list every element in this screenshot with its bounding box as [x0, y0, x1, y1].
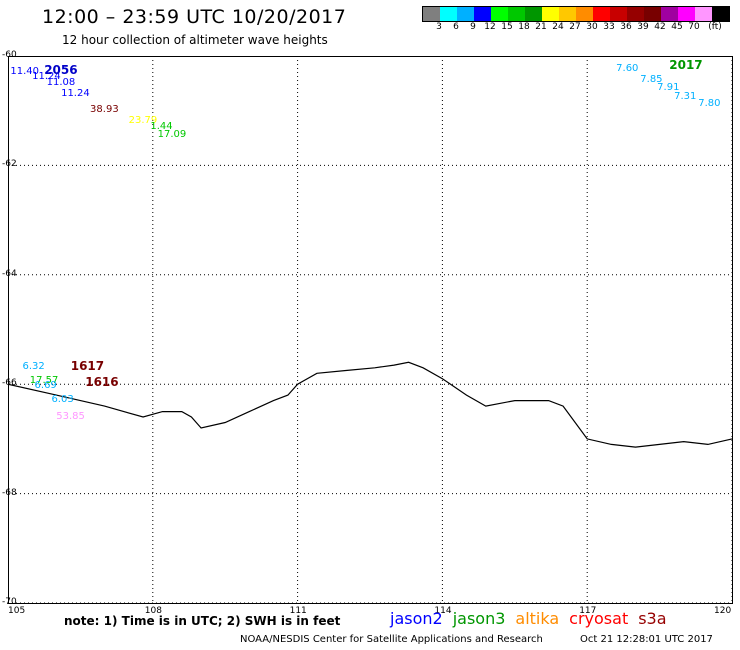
colorbar-swatch — [423, 7, 440, 21]
wave-height-label: 7.85 — [640, 74, 663, 86]
lon-tick-label: 114 — [434, 606, 452, 616]
lon-tick-label: 108 — [144, 606, 162, 616]
colorbar-swatch — [661, 7, 678, 21]
antarctic-coastline — [8, 361, 733, 448]
map-frame — [8, 56, 733, 604]
wave-height-label: 11.24 — [61, 87, 90, 99]
wave-height-label: 11.08 — [46, 76, 76, 88]
colorbar-swatch — [695, 7, 712, 21]
wave-height-label: 11.40 — [10, 65, 40, 77]
colorbar-swatch — [542, 7, 559, 21]
colorbar-swatch — [525, 7, 542, 21]
wave-height-label: 23.79 — [128, 115, 158, 127]
colorbar-tick-label: 3 — [436, 22, 442, 32]
colorbar-swatch — [593, 7, 610, 21]
lon-tick-label: 105 — [8, 606, 26, 616]
colorbar-swatch — [678, 7, 695, 21]
wave-height-colorbar — [422, 6, 730, 22]
colorbar-swatch — [610, 7, 627, 21]
colorbar-swatch — [457, 7, 474, 21]
colorbar-tick-label: 45 — [671, 22, 683, 32]
wave-height-label: 7.60 — [616, 63, 639, 75]
pass-time-label: 1617 — [70, 358, 105, 373]
colorbar-swatch — [644, 7, 661, 21]
pass-time-label: 2017 — [669, 57, 703, 72]
legend-jason3: jason3 — [452, 609, 506, 628]
colorbar-tick-label: 70 — [688, 22, 700, 32]
colorbar-swatch — [712, 7, 729, 21]
colorbar-swatch — [491, 7, 508, 21]
map-title: 12:00 – 23:59 UTC 10/20/2017 — [42, 6, 347, 28]
lat-tick-label: -68 — [2, 487, 17, 498]
colorbar-tick-label: 9 — [470, 22, 476, 32]
lat-tick-label: -60 — [2, 50, 17, 60]
wave-height-label: 38.93 — [90, 104, 119, 116]
wave-height-label: 1.44 — [150, 120, 173, 132]
colorbar-swatch — [474, 7, 491, 21]
legend-jason2: jason2 — [390, 609, 443, 628]
satellite-legend: jason2 jason3 altika cryosat s3a — [390, 609, 677, 628]
colorbar-tick-label: 24 — [552, 22, 564, 32]
colorbar-swatch — [559, 7, 576, 21]
wave-height-label: 17.09 — [157, 128, 187, 140]
legend-altika: altika — [515, 609, 560, 628]
lat-tick-label: -62 — [2, 159, 17, 170]
footer-note: note: 1) Time is in UTC; 2) SWH is in fe… — [64, 614, 341, 628]
lon-tick-label: 117 — [579, 606, 597, 616]
lon-tick-label: 111 — [289, 606, 307, 616]
wave-height-label: 7.91 — [657, 82, 680, 94]
timestamp-text: Oct 21 12:28:01 UTC 2017 — [580, 634, 713, 645]
pass-time-label: 1616 — [85, 374, 119, 389]
colorbar-swatch — [508, 7, 525, 21]
wave-height-label: 11.24 — [32, 71, 61, 83]
colorbar-swatch — [440, 7, 457, 21]
colorbar-tick-label: 33 — [603, 22, 615, 32]
colorbar-tick-label: 39 — [637, 22, 649, 32]
wave-height-label: 6.32 — [22, 361, 45, 373]
pass-time-label: 2056 — [44, 63, 78, 78]
colorbar-tick-label: 18 — [518, 22, 530, 32]
colorbar-tick-label: 12 — [484, 22, 496, 32]
wave-height-label: 7.31 — [674, 90, 697, 102]
wave-height-label: 17.57 — [29, 374, 59, 386]
lat-tick-label: -66 — [2, 378, 17, 389]
colorbar-tick-label: 15 — [501, 22, 513, 32]
wave-height-label: 53.85 — [56, 410, 85, 422]
credit-text: NOAA/NESDIS Center for Satellite Applica… — [240, 634, 543, 645]
colorbar-tick-label: 21 — [535, 22, 547, 32]
colorbar-swatch — [576, 7, 593, 21]
map-subtitle: 12 hour collection of altimeter wave hei… — [62, 33, 328, 47]
legend-s3a: s3a — [638, 609, 667, 628]
lat-tick-label: -70 — [2, 597, 17, 607]
colorbar-swatch — [627, 7, 644, 21]
colorbar-tick-label: 6 — [453, 22, 459, 32]
lat-tick-label: -64 — [2, 268, 17, 279]
colorbar-tick-label: 30 — [586, 22, 598, 32]
wave-height-label: 6.69 — [34, 380, 57, 392]
colorbar-tick-label: 27 — [569, 22, 581, 32]
colorbar-tick-label: 42 — [654, 22, 666, 32]
colorbar-tick-label: (ft) — [708, 22, 722, 32]
wave-height-label: 6.03 — [51, 394, 74, 406]
wave-height-label: 7.80 — [698, 97, 721, 109]
colorbar-tick-label: 36 — [620, 22, 632, 32]
map-plot — [8, 56, 733, 604]
legend-cryosat: cryosat — [569, 609, 629, 628]
lon-tick-label: 120 — [714, 606, 732, 616]
